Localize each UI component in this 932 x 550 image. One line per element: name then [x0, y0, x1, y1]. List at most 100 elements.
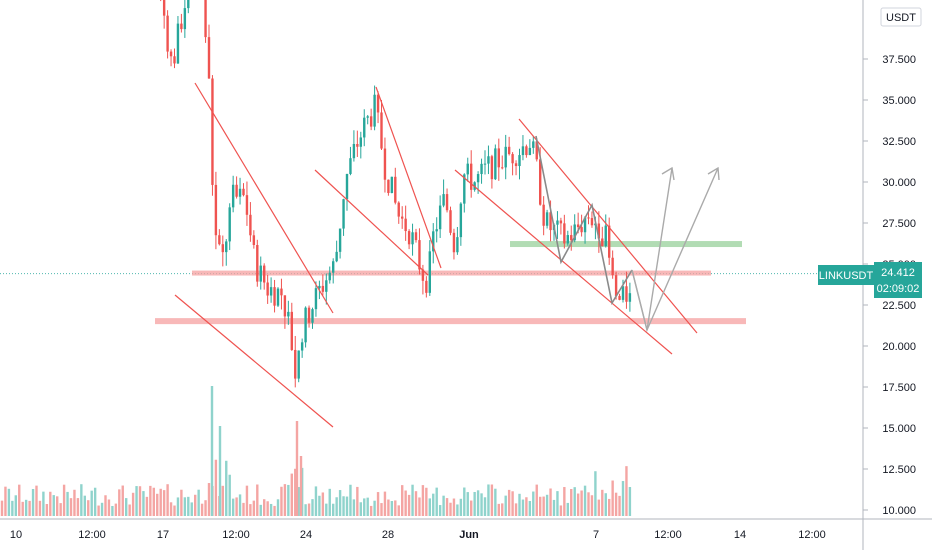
trend-line — [454, 169, 673, 355]
resistance-zone — [510, 241, 742, 248]
volume-bar — [259, 504, 262, 516]
volume-bar — [559, 505, 563, 516]
candle-body — [221, 244, 224, 253]
volume-bar — [352, 499, 356, 516]
candle-body — [611, 257, 614, 276]
y-tick-label: 10.000 — [882, 505, 916, 517]
x-tick-label: 28 — [382, 529, 394, 541]
price-badges: LINKUSDT 24.412 02:09:02 — [818, 262, 922, 298]
candle-body — [556, 220, 559, 225]
volume-bar — [156, 493, 159, 516]
volume-bar — [4, 486, 7, 516]
candle-body — [338, 228, 342, 252]
candle-body — [580, 227, 583, 233]
candle-body — [235, 184, 238, 197]
volume-bar — [218, 426, 222, 516]
candle-body — [166, 15, 169, 52]
volume-bar — [438, 505, 442, 516]
candle-body — [511, 154, 514, 164]
y-tick-label: 37.500 — [882, 54, 916, 66]
volume-bar — [145, 496, 149, 516]
candle-body — [366, 116, 369, 118]
x-tick-label: 10 — [10, 529, 22, 541]
trend-line — [375, 86, 442, 269]
volume-bar — [49, 491, 52, 516]
candle-body — [218, 235, 221, 245]
x-tick-label: 24 — [300, 529, 312, 541]
volume-bar — [618, 495, 621, 516]
x-tick-label: 7 — [593, 529, 599, 541]
volume-bar — [373, 500, 376, 516]
candle-body — [300, 342, 304, 351]
candle-body — [442, 194, 445, 206]
candle-body — [539, 159, 542, 205]
y-tick-label: 27.500 — [882, 218, 916, 230]
volume-bar — [573, 487, 576, 516]
candle-body — [421, 269, 425, 281]
candle-body — [311, 309, 314, 323]
volume-bar — [173, 505, 176, 516]
volume-bar — [449, 502, 452, 516]
volume-bar — [490, 484, 494, 516]
x-tick-label: 12:00 — [78, 529, 106, 541]
volume-bar — [66, 491, 69, 516]
volume-bar — [283, 484, 287, 516]
volume-bar — [376, 492, 380, 516]
candle-body — [590, 218, 594, 226]
volume-bar — [480, 493, 483, 516]
volume-bar — [159, 488, 162, 516]
volume-bar — [52, 495, 55, 516]
volume-bar — [62, 484, 66, 516]
volume-bar — [180, 489, 183, 516]
volume-bar — [304, 504, 307, 516]
y-tick-label: 17.500 — [882, 382, 916, 394]
volume-bar — [601, 489, 604, 516]
volume-bar — [518, 493, 521, 516]
trend-line — [174, 294, 334, 428]
candle-body — [359, 137, 362, 147]
candle-body — [459, 203, 463, 238]
candle-body — [490, 156, 494, 180]
volume-bar — [21, 501, 24, 516]
candle-body — [263, 265, 266, 283]
volume-bar — [414, 491, 418, 516]
volume-bar — [363, 498, 366, 516]
volume-bar — [611, 480, 614, 516]
candle-body — [597, 223, 601, 239]
price-badge — [874, 262, 922, 298]
y-tick-label: 30.000 — [882, 177, 916, 189]
volume-bar — [45, 504, 49, 516]
volume-bar — [487, 484, 490, 516]
volume-bar — [256, 484, 259, 516]
volume-bar — [476, 490, 480, 516]
candle-body — [294, 349, 297, 379]
volume-bar — [369, 505, 373, 516]
volume-bar — [299, 456, 303, 516]
projection-path-1 — [631, 167, 673, 331]
y-tick-label: 22.500 — [882, 300, 916, 312]
volume-bar — [200, 503, 204, 516]
volume-bar — [225, 460, 228, 516]
volume-bar — [69, 498, 73, 516]
volume-bar — [18, 484, 21, 516]
currency-text: USDT — [886, 12, 916, 24]
symbol-label: LINKUSDT — [819, 270, 874, 282]
candle-body — [187, 0, 190, 9]
candle-body — [349, 158, 352, 174]
candle-body — [476, 174, 480, 183]
volume-bar — [566, 502, 569, 516]
candle-body — [549, 212, 552, 231]
volume-bar — [238, 494, 242, 516]
candle-body — [487, 156, 490, 164]
candle-body — [545, 212, 549, 226]
candle-body — [480, 163, 483, 175]
candle-body — [397, 202, 400, 217]
volume-bar — [321, 492, 325, 516]
volume-bar — [452, 498, 456, 516]
candle-body — [532, 141, 535, 148]
candle-body — [463, 174, 466, 204]
candle-body — [352, 143, 356, 159]
volume-bar — [7, 488, 11, 516]
